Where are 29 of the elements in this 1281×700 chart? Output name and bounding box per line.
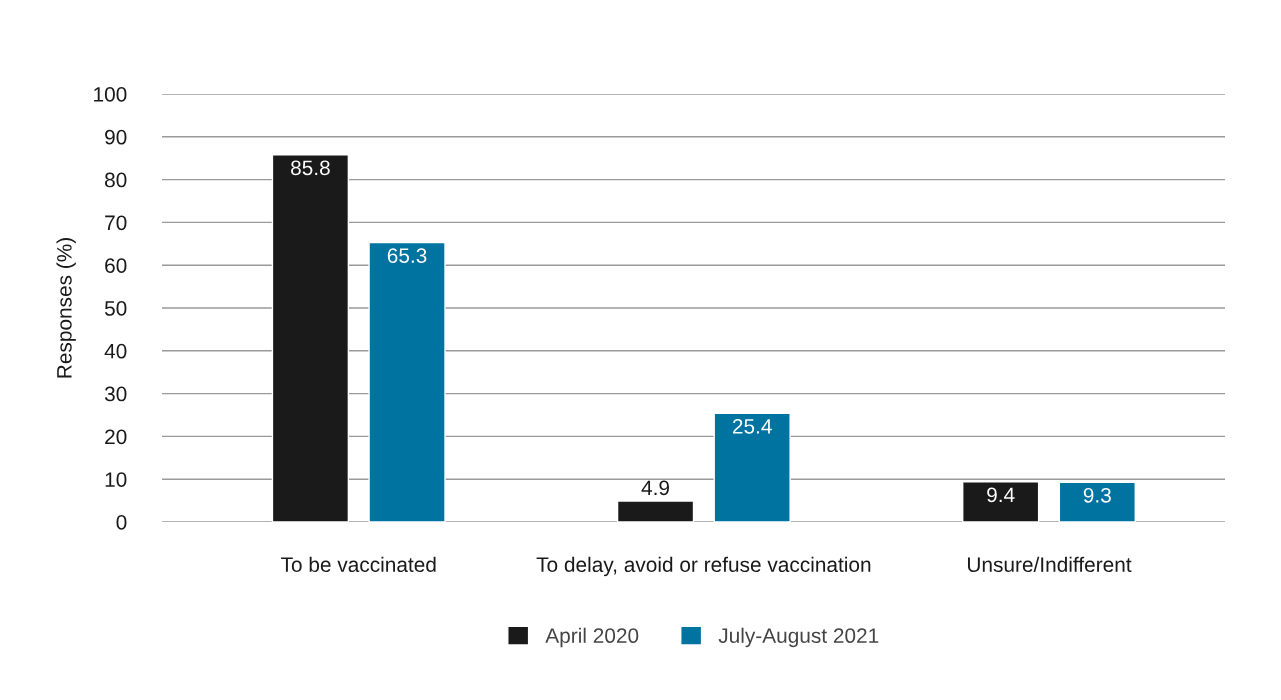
y-tick-label: 0 bbox=[116, 515, 127, 530]
data-label: 65.3 bbox=[387, 248, 427, 263]
legend-label: April 2020 bbox=[545, 627, 639, 648]
y-tick-label: 40 bbox=[104, 343, 127, 359]
y-tick-label: 60 bbox=[105, 258, 127, 273]
data-label: 25.4 bbox=[732, 418, 772, 434]
x-tick-label: To delay, avoid or refuse vaccination bbox=[536, 556, 871, 577]
y-axis-title: Responses (%) bbox=[56, 238, 76, 378]
legend-label: July-August 2021 bbox=[718, 627, 879, 648]
bar bbox=[1058, 481, 1136, 522]
bar bbox=[713, 412, 791, 522]
bar bbox=[368, 241, 446, 522]
bar bbox=[616, 500, 695, 522]
y-tick-label: 50 bbox=[104, 301, 127, 316]
x-tick-label: Unsure/Indifferent bbox=[967, 556, 1132, 573]
bar bbox=[271, 154, 350, 522]
y-tick-label: 20 bbox=[105, 429, 127, 445]
data-label: 9.3 bbox=[1083, 487, 1111, 503]
bar bbox=[962, 481, 1040, 522]
x-tick-label: To be vaccinated bbox=[281, 556, 436, 573]
data-label: 9.4 bbox=[987, 487, 1015, 503]
data-label: 4.9 bbox=[641, 480, 670, 496]
y-tick-label: 70 bbox=[105, 215, 127, 231]
data-label: 85.8 bbox=[291, 160, 330, 176]
y-tick-label: 100 bbox=[94, 87, 127, 102]
y-tick-label: 30 bbox=[104, 386, 127, 402]
y-tick-label: 90 bbox=[105, 129, 127, 145]
y-tick-label: 80 bbox=[105, 172, 127, 188]
y-tick-label: 10 bbox=[105, 472, 127, 487]
